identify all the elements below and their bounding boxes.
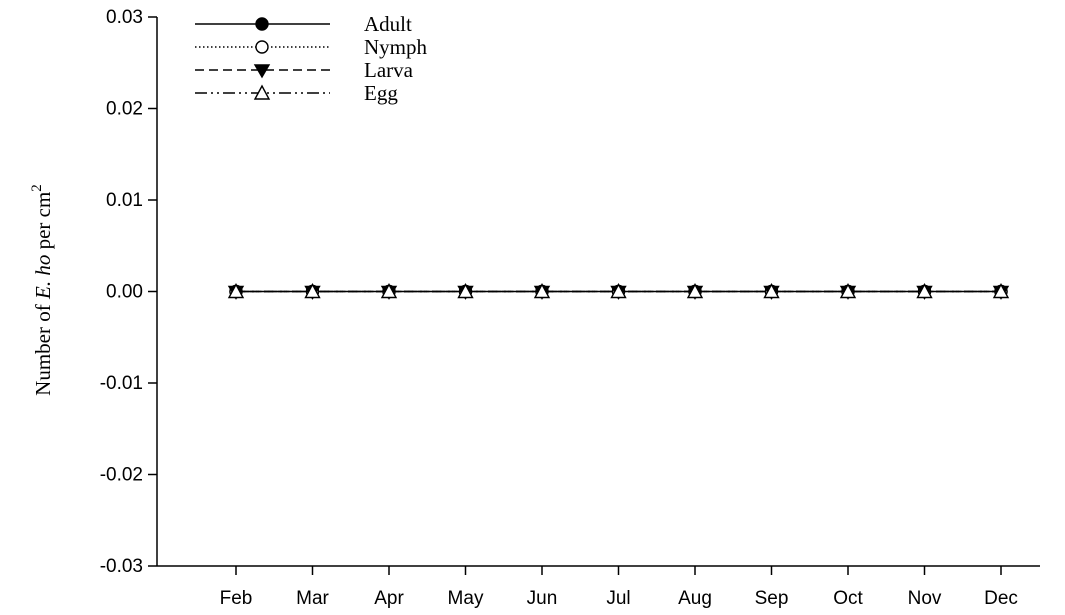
x-tick-label: Nov — [908, 588, 942, 609]
y-axis-label-superscript: 2 — [29, 184, 45, 192]
x-tick-label: Sep — [755, 588, 789, 609]
series-egg — [227, 283, 1010, 299]
legend-item-nymph: Nymph — [195, 35, 428, 59]
x-axis-ticks: Feb Mar Apr May Jun Jul Aug Sep Oct Nov Dec — [220, 566, 1018, 609]
x-tick-label: Apr — [374, 588, 404, 609]
series-layer — [227, 283, 1010, 300]
y-tick-label: -0.02 — [100, 465, 143, 486]
legend-marker — [255, 40, 269, 54]
x-tick-label: May — [448, 588, 484, 609]
legend-label: Nymph — [364, 35, 428, 59]
x-tick-label: Jul — [606, 588, 630, 609]
y-tick-label: 0.00 — [106, 282, 143, 303]
data-point-egg — [839, 283, 857, 299]
x-tick-label: Feb — [220, 588, 253, 609]
y-tick-label: 0.02 — [106, 99, 143, 120]
legend-label: Egg — [364, 81, 398, 105]
y-axis-label-suffix: per cm — [31, 192, 55, 255]
x-tick-label: Dec — [984, 588, 1018, 609]
legend-item-larva: Larva — [195, 58, 414, 82]
y-axis-ticks: -0.03 -0.02 -0.01 0.00 0.01 0.02 0.03 — [100, 7, 157, 577]
data-point-egg — [227, 283, 245, 299]
y-tick-label: 0.01 — [106, 190, 143, 211]
data-point-egg — [610, 283, 627, 299]
data-point-egg — [763, 283, 780, 299]
x-tick-label: Jun — [527, 588, 558, 609]
data-point-egg — [380, 283, 398, 299]
y-axis-label: Number of E. ho per cm2 — [29, 184, 55, 396]
legend-marker — [253, 64, 271, 79]
y-tick-label: -0.03 — [100, 556, 143, 577]
data-point-egg — [916, 283, 933, 299]
data-point-egg — [533, 283, 551, 299]
legend-item-egg: Egg — [195, 81, 398, 105]
legend-marker — [255, 17, 269, 31]
y-axis-label-italic: E. ho — [31, 255, 55, 300]
y-tick-label: 0.03 — [106, 7, 143, 28]
legend-item-adult: Adult — [195, 12, 412, 36]
x-tick-label: Mar — [296, 588, 329, 609]
data-point-egg — [686, 283, 704, 299]
data-point-egg — [992, 283, 1010, 299]
legend-label: Larva — [364, 58, 414, 82]
x-tick-label: Aug — [678, 588, 712, 609]
y-axis-label-prefix: Number of — [31, 299, 55, 396]
data-point-egg — [304, 283, 321, 299]
y-tick-label: -0.01 — [100, 373, 143, 394]
x-tick-label: Oct — [833, 588, 863, 609]
legend-label: Adult — [364, 12, 412, 36]
legend-marker — [253, 84, 271, 100]
data-point-egg — [457, 283, 474, 299]
